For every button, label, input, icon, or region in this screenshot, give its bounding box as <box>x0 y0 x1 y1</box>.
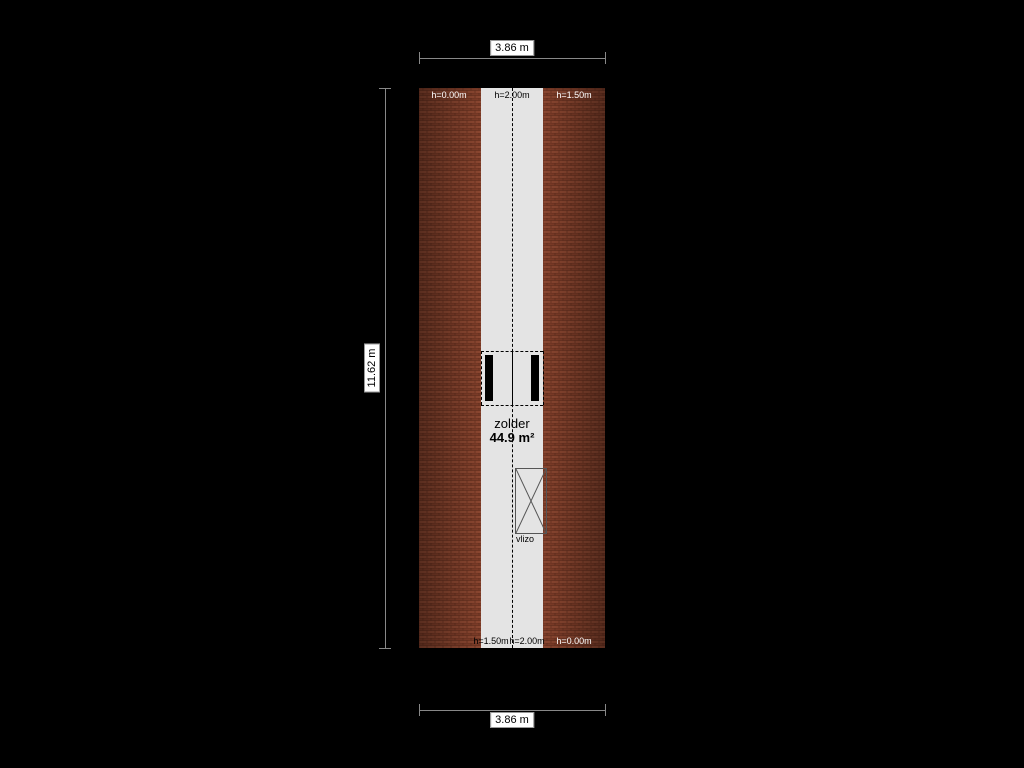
floorplan-canvas: 3.86 m 3.86 m 11.62 m <box>0 0 1024 768</box>
roof-texture-right <box>543 88 605 648</box>
plan-body: h=0.00m h=2.00m h=1.50m h=1.50m h=2.00m … <box>419 88 605 648</box>
stair-wall-left <box>485 355 493 401</box>
stair-dash-mid <box>512 351 513 405</box>
h-label-top-right: h=1.50m <box>556 90 591 100</box>
dim-line-left <box>385 88 386 648</box>
dim-label-top: 3.86 m <box>490 40 534 56</box>
h-label-bot-right: h=0.00m <box>556 636 591 646</box>
h-label-bot-mid: h=2.00m <box>509 636 544 646</box>
dim-tick-bottom-l <box>419 704 420 716</box>
stair-wall-right <box>531 355 539 401</box>
dim-line-bottom <box>419 710 605 711</box>
dim-label-bottom: 3.86 m <box>490 712 534 728</box>
h-label-bot-left: h=1.50m <box>473 636 508 646</box>
room-name: zolder <box>494 416 529 431</box>
vlizo-hatch <box>515 468 547 534</box>
dim-tick-top-r <box>605 52 606 64</box>
stair-dash-left <box>481 351 482 405</box>
dim-label-left: 11.62 m <box>364 344 380 393</box>
room-area: 44.9 m² <box>490 430 535 445</box>
roof-texture-left <box>419 88 481 648</box>
vlizo-cross-icon <box>516 469 546 533</box>
stair-dash-bot <box>481 405 543 406</box>
stair-dash-right <box>543 351 544 405</box>
dim-line-top <box>419 58 605 59</box>
roof-right <box>543 88 605 648</box>
vlizo-label: vlizo <box>516 534 534 544</box>
dim-tick-bottom-r <box>605 704 606 716</box>
dim-tick-left-b <box>379 648 391 649</box>
roof-left <box>419 88 481 648</box>
h-label-top-left: h=0.00m <box>431 90 466 100</box>
dim-tick-left-t <box>379 88 391 89</box>
h-label-top-mid: h=2.00m <box>494 90 529 100</box>
dim-tick-top-l <box>419 52 420 64</box>
